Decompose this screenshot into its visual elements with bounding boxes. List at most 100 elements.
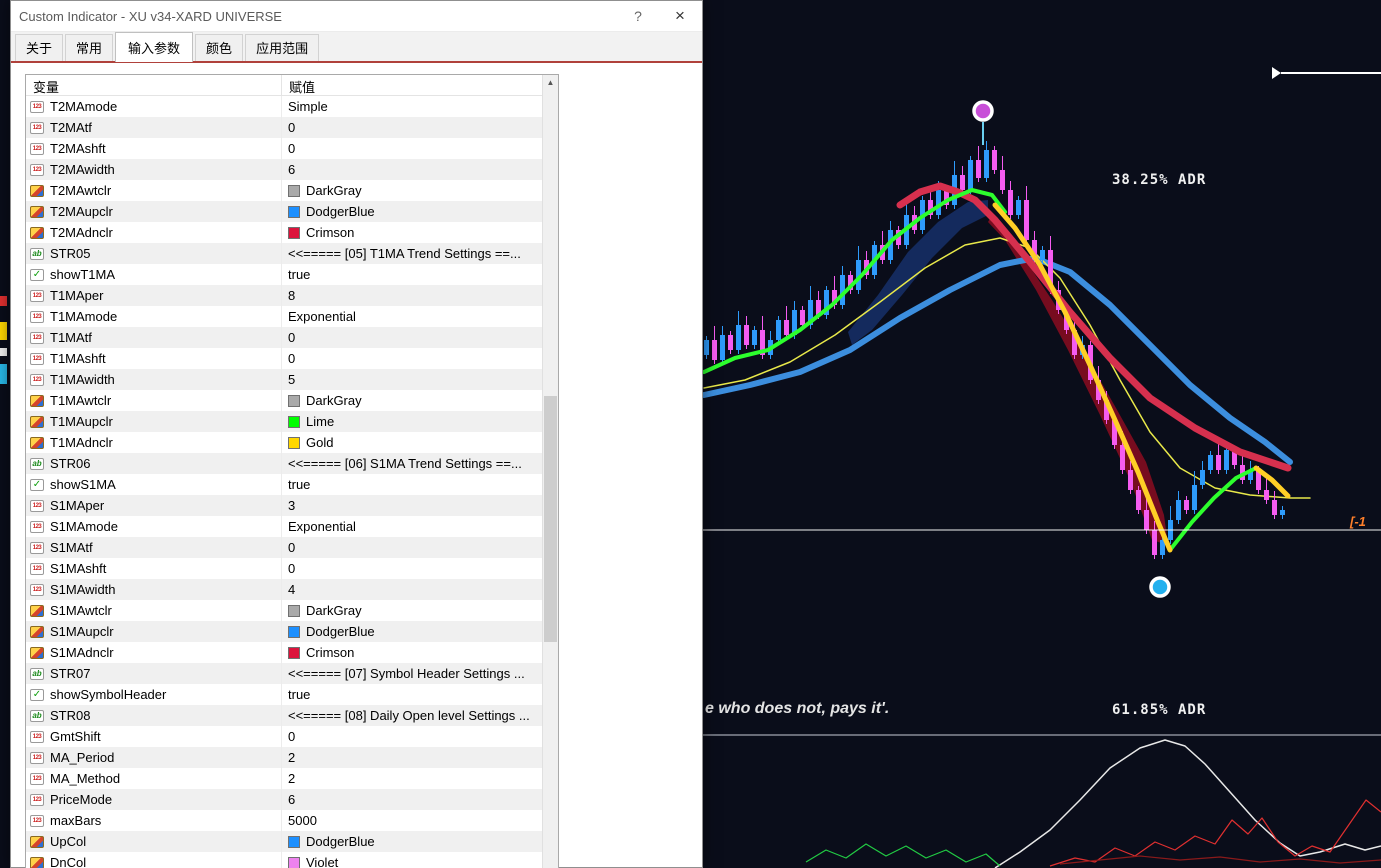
param-name: S1MAwidth bbox=[50, 582, 116, 597]
param-value[interactable]: 0 bbox=[288, 141, 296, 156]
param-value[interactable]: true bbox=[288, 267, 311, 282]
param-value[interactable]: 0 bbox=[288, 120, 296, 135]
param-row-GmtShift[interactable]: 123 GmtShift 0 bbox=[26, 726, 542, 747]
param-row-T1MAupclr[interactable]: T1MAupclr Lime bbox=[26, 411, 542, 432]
param-row-T2MAupclr[interactable]: T2MAupclr DodgerBlue bbox=[26, 201, 542, 222]
param-row-S1MAwidth[interactable]: 123 S1MAwidth 4 bbox=[26, 579, 542, 600]
param-name: STR05 bbox=[50, 246, 91, 261]
string-param-icon: ab bbox=[30, 247, 44, 260]
param-value[interactable]: DarkGray bbox=[282, 390, 542, 411]
param-row-S1MAper[interactable]: 123 S1MAper 3 bbox=[26, 495, 542, 516]
param-value[interactable]: 0 bbox=[288, 540, 296, 555]
help-button[interactable]: ? bbox=[634, 8, 642, 24]
param-name: S1MAwtclr bbox=[50, 603, 112, 618]
param-row-S1MAmode[interactable]: 123 S1MAmode Exponential bbox=[26, 516, 542, 537]
tab-应用范围[interactable]: 应用范围 bbox=[245, 34, 320, 61]
param-value[interactable]: 3 bbox=[288, 498, 296, 513]
param-row-T1MAmode[interactable]: 123 T1MAmode Exponential bbox=[26, 306, 542, 327]
param-value[interactable]: Gold bbox=[282, 432, 542, 453]
param-row-STR06[interactable]: ab STR06 <<===== [06] S1MA Trend Settings … bbox=[26, 453, 542, 474]
param-name: T1MAwtclr bbox=[50, 393, 112, 408]
param-row-S1MAdnclr[interactable]: S1MAdnclr Crimson bbox=[26, 642, 542, 663]
numeric-param-icon: 123 bbox=[30, 583, 44, 596]
param-row-S1MAupclr[interactable]: S1MAupclr DodgerBlue bbox=[26, 621, 542, 642]
param-value[interactable]: 5 bbox=[288, 372, 296, 387]
param-name: T1MAtf bbox=[50, 330, 92, 345]
param-row-STR08[interactable]: ab STR08 <<===== [08] Daily Open level Set… bbox=[26, 705, 542, 726]
param-value[interactable]: Crimson bbox=[282, 642, 542, 663]
param-row-T1MAwtclr[interactable]: T1MAwtclr DarkGray bbox=[26, 390, 542, 411]
vertical-scrollbar[interactable]: ▲ bbox=[542, 75, 558, 868]
param-row-S1MAtf[interactable]: 123 S1MAtf 0 bbox=[26, 537, 542, 558]
param-row-showSymbolHeader[interactable]: ✓ showSymbolHeader true bbox=[26, 684, 542, 705]
param-value[interactable]: 0 bbox=[288, 561, 296, 576]
param-value[interactable]: DarkGray bbox=[282, 180, 542, 201]
param-value[interactable]: DodgerBlue bbox=[282, 831, 542, 852]
param-value[interactable]: 0 bbox=[288, 330, 296, 345]
param-value[interactable]: <<===== [05] T1MA Trend Settings ==... bbox=[288, 246, 521, 261]
param-row-S1MAwtclr[interactable]: S1MAwtclr DarkGray bbox=[26, 600, 542, 621]
param-row-showT1MA[interactable]: ✓ showT1MA true bbox=[26, 264, 542, 285]
param-name: STR06 bbox=[50, 456, 91, 471]
param-value[interactable]: Exponential bbox=[288, 309, 356, 324]
numeric-param-icon: 123 bbox=[30, 562, 44, 575]
param-row-T1MAshft[interactable]: 123 T1MAshft 0 bbox=[26, 348, 542, 369]
param-value[interactable]: <<===== [06] S1MA Trend Settings ==... bbox=[288, 456, 522, 471]
dialog-titlebar[interactable]: Custom Indicator - XU v34-XARD UNIVERSE … bbox=[11, 1, 702, 32]
param-row-T2MAmode[interactable]: 123 T2MAmode Simple bbox=[26, 96, 542, 117]
param-value[interactable]: 5000 bbox=[288, 813, 317, 828]
param-value[interactable]: DodgerBlue bbox=[282, 621, 542, 642]
param-value[interactable]: 0 bbox=[288, 729, 296, 744]
param-row-T2MAwidth[interactable]: 123 T2MAwidth 6 bbox=[26, 159, 542, 180]
param-row-T1MAper[interactable]: 123 T1MAper 8 bbox=[26, 285, 542, 306]
param-row-T2MAtf[interactable]: 123 T2MAtf 0 bbox=[26, 117, 542, 138]
tab-输入参数[interactable]: 输入参数 bbox=[115, 32, 194, 62]
param-value[interactable]: 4 bbox=[288, 582, 296, 597]
close-button[interactable]: × bbox=[675, 6, 685, 25]
param-value[interactable]: Crimson bbox=[282, 222, 542, 243]
tab-关于[interactable]: 关于 bbox=[15, 34, 64, 61]
param-value[interactable]: 2 bbox=[288, 771, 296, 786]
param-row-T2MAwtclr[interactable]: T2MAwtclr DarkGray bbox=[26, 180, 542, 201]
param-table-body: 123 T2MAmode Simple 123 T2MAtf 0 123 T2MAshft 0 1… bbox=[26, 96, 542, 868]
param-value[interactable]: 2 bbox=[288, 750, 296, 765]
param-value[interactable]: Lime bbox=[282, 411, 542, 432]
param-row-UpCol[interactable]: UpCol DodgerBlue bbox=[26, 831, 542, 852]
param-value[interactable]: Simple bbox=[288, 99, 328, 114]
lime-ma-line bbox=[702, 188, 1007, 374]
param-value[interactable]: Violet bbox=[282, 852, 542, 868]
param-row-MA_Method[interactable]: 123 MA_Method 2 bbox=[26, 768, 542, 789]
param-value[interactable]: <<===== [07] Symbol Header Settings ... bbox=[288, 666, 525, 681]
param-row-T1MAdnclr[interactable]: T1MAdnclr Gold bbox=[26, 432, 542, 453]
param-row-T1MAwidth[interactable]: 123 T1MAwidth 5 bbox=[26, 369, 542, 390]
numeric-param-icon: 123 bbox=[30, 541, 44, 554]
param-value[interactable]: DodgerBlue bbox=[282, 201, 542, 222]
param-value[interactable]: 0 bbox=[288, 351, 296, 366]
param-row-showS1MA[interactable]: ✓ showS1MA true bbox=[26, 474, 542, 495]
param-value[interactable]: DarkGray bbox=[282, 600, 542, 621]
scrollbar-thumb[interactable] bbox=[544, 396, 557, 642]
scroll-up-arrow-icon[interactable]: ▲ bbox=[546, 78, 555, 87]
param-value[interactable]: Exponential bbox=[288, 519, 356, 534]
tab-常用[interactable]: 常用 bbox=[65, 34, 114, 61]
param-row-STR05[interactable]: ab STR05 <<===== [05] T1MA Trend Settings … bbox=[26, 243, 542, 264]
param-value[interactable]: 8 bbox=[288, 288, 296, 303]
param-value[interactable]: <<===== [08] Daily Open level Settings .… bbox=[288, 708, 530, 723]
param-row-PriceMode[interactable]: 123 PriceMode 6 bbox=[26, 789, 542, 810]
param-row-T1MAtf[interactable]: 123 T1MAtf 0 bbox=[26, 327, 542, 348]
param-name: S1MAmode bbox=[50, 519, 118, 534]
param-row-MA_Period[interactable]: 123 MA_Period 2 bbox=[26, 747, 542, 768]
param-value[interactable]: true bbox=[288, 477, 311, 492]
param-row-maxBars[interactable]: 123 maxBars 5000 bbox=[26, 810, 542, 831]
param-value[interactable]: true bbox=[288, 687, 311, 702]
param-row-STR07[interactable]: ab STR07 <<===== [07] Symbol Header Settin… bbox=[26, 663, 542, 684]
param-row-T2MAdnclr[interactable]: T2MAdnclr Crimson bbox=[26, 222, 542, 243]
param-value[interactable]: 6 bbox=[288, 792, 296, 807]
param-row-T2MAshft[interactable]: 123 T2MAshft 0 bbox=[26, 138, 542, 159]
dialog-title: Custom Indicator - XU v34-XARD UNIVERSE bbox=[19, 8, 282, 24]
tab-颜色[interactable]: 颜色 bbox=[195, 34, 244, 61]
param-value[interactable]: 6 bbox=[288, 162, 296, 177]
param-row-S1MAshft[interactable]: 123 S1MAshft 0 bbox=[26, 558, 542, 579]
param-row-DnCol[interactable]: DnCol Violet bbox=[26, 852, 542, 868]
